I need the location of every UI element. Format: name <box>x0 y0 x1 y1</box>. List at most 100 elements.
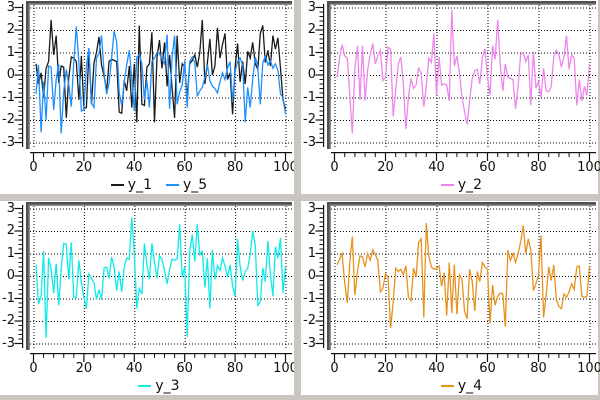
y-tick-label: -2 <box>2 112 15 127</box>
x-axis-ruler <box>30 152 292 161</box>
x-tick-label: 60 <box>479 160 496 175</box>
legend-entry: y_1 <box>110 177 152 193</box>
y-axis-ruler <box>14 4 24 147</box>
y-tick-label: 3 <box>6 0 15 15</box>
grid-lines <box>331 5 596 149</box>
y-tick-label: 0 <box>307 67 316 82</box>
y-tick-label: -2 <box>303 313 316 328</box>
series-line-y_1 <box>35 19 287 123</box>
x-tick-label: 40 <box>428 160 445 175</box>
y-axis-ruler <box>315 205 325 348</box>
series-line-y_3 <box>35 217 287 338</box>
plot-canvas <box>14 1 292 161</box>
plot-canvas <box>315 202 596 362</box>
plot-canvas <box>14 202 292 362</box>
x-tick-label: 20 <box>75 361 93 376</box>
x-tick-label: 20 <box>75 160 93 175</box>
legend-line-sample <box>440 184 454 186</box>
x-tick-label: 40 <box>126 361 143 376</box>
legend-line-sample <box>110 184 124 186</box>
legend: y_1 y_5 <box>26 176 292 194</box>
legend-series-label: y_4 <box>457 378 483 394</box>
x-tick-label: 40 <box>126 160 143 175</box>
y-tick-label: 0 <box>6 67 15 82</box>
y-tick-label: 2 <box>307 223 316 238</box>
legend: y_4 <box>327 377 596 395</box>
y-tick-label: 3 <box>6 200 15 216</box>
x-tick-label: 0 <box>330 160 339 175</box>
plot-frame-bevel <box>26 1 292 149</box>
x-tick-label: 0 <box>29 361 38 376</box>
y-axis-ruler <box>14 205 24 348</box>
chart-top-right: 3 2 1 0 -1 -2 -3 0 20 40 60 80 100 y_2 <box>301 0 600 194</box>
legend-line-sample <box>166 184 179 186</box>
y-tick-label: 1 <box>6 245 15 261</box>
chart-top-left: 3 2 1 0 -1 -2 -3 0 20 40 60 80 100 y_1 y_5 <box>0 0 298 194</box>
plot-frame-bevel <box>327 1 596 149</box>
legend-entry: y_4 <box>440 378 483 394</box>
x-tick-label: 60 <box>176 160 193 175</box>
legend: y_2 <box>327 176 596 194</box>
series-line-y_4 <box>336 223 591 328</box>
y-tick-label: -1 <box>303 89 316 105</box>
y-tick-label: 1 <box>307 245 316 261</box>
series-line-y_2 <box>336 9 591 134</box>
y-tick-label: -1 <box>303 290 316 306</box>
y-tick-label: 3 <box>307 200 316 216</box>
chart-bottom-left: 3 2 1 0 -1 -2 -3 0 20 40 60 80 100 y_3 <box>0 200 298 395</box>
y-tick-label: -1 <box>2 89 15 105</box>
y-axis-ruler <box>315 4 325 147</box>
plot-canvas <box>315 1 596 161</box>
legend: y_3 <box>26 377 292 395</box>
x-tick-label: 80 <box>530 361 547 376</box>
x-tick-label: 60 <box>176 361 193 376</box>
y-tick-label: 3 <box>307 0 316 15</box>
y-tick-label: 1 <box>307 44 316 60</box>
y-tick-label: -3 <box>303 335 316 351</box>
legend-entry: y_3 <box>138 378 180 394</box>
x-tick-label: 100 <box>577 361 600 376</box>
x-tick-label: 80 <box>226 361 244 376</box>
y-tick-label: 0 <box>307 268 316 283</box>
y-tick-label: 2 <box>307 22 316 37</box>
x-tick-label: 20 <box>377 361 394 376</box>
legend-series-label: y_1 <box>127 177 152 193</box>
plot-frame-bevel <box>327 202 596 350</box>
x-tick-label: 20 <box>377 160 394 175</box>
legend-entry: y_2 <box>440 177 483 193</box>
series-line-y_5 <box>35 26 287 134</box>
chart-bottom-right: 3 2 1 0 -1 -2 -3 0 20 40 60 80 100 y_4 <box>301 200 600 395</box>
y-tick-label: -2 <box>303 112 316 127</box>
x-tick-label: 60 <box>479 361 496 376</box>
legend-line-sample <box>440 385 454 387</box>
y-tick-label: -3 <box>2 134 15 150</box>
y-tick-label: -3 <box>303 134 316 150</box>
plot-frame-bevel <box>26 202 292 350</box>
x-axis-ruler <box>331 353 596 362</box>
legend-series-label: y_3 <box>155 378 180 394</box>
y-tick-label: 1 <box>6 44 15 60</box>
x-tick-label: 0 <box>330 361 339 376</box>
grid-lines <box>331 206 596 350</box>
y-tick-label: -2 <box>2 313 15 328</box>
x-tick-label: 100 <box>577 160 600 175</box>
x-tick-label: 100 <box>273 361 298 376</box>
y-tick-label: 0 <box>6 268 15 283</box>
x-axis-ruler <box>30 353 292 362</box>
y-tick-label: -3 <box>2 335 15 351</box>
horizontal-splitter-handle[interactable] <box>0 194 600 201</box>
x-tick-label: 80 <box>226 160 244 175</box>
legend-series-label: y_2 <box>457 177 483 193</box>
x-tick-label: 80 <box>530 160 547 175</box>
legend-entry: y_5 <box>166 177 207 193</box>
x-tick-label: 40 <box>428 361 445 376</box>
y-tick-label: 2 <box>6 22 15 37</box>
y-tick-label: -1 <box>2 290 15 306</box>
legend-series-label: y_5 <box>183 177 208 193</box>
y-tick-label: 2 <box>6 223 15 238</box>
x-tick-label: 100 <box>273 160 298 175</box>
x-axis-ruler <box>331 152 596 161</box>
x-tick-label: 0 <box>29 160 38 175</box>
legend-line-sample <box>138 385 152 387</box>
